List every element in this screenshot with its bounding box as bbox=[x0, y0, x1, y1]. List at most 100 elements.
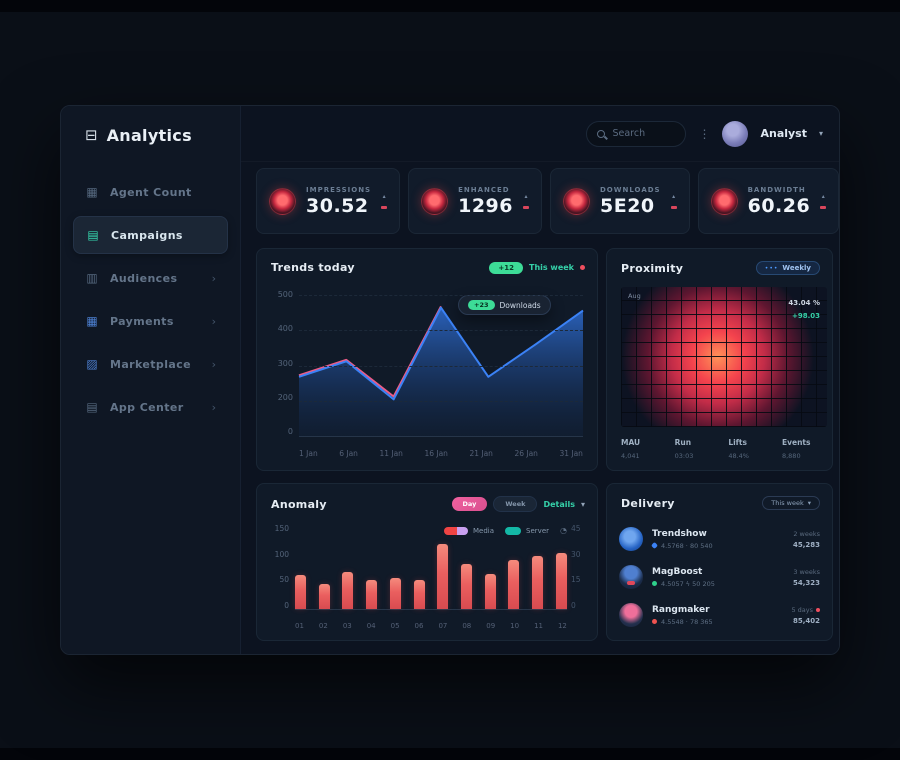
stat-cards-row: Impressions 30.52 ▴ Enhanced 1296 bbox=[256, 168, 839, 234]
bar bbox=[555, 553, 567, 609]
avatar bbox=[619, 603, 643, 627]
kebab-menu-icon[interactable]: ⋮ bbox=[698, 126, 711, 141]
x-tick-label: 21 Jan bbox=[469, 449, 493, 458]
store-icon: ▨ bbox=[86, 357, 98, 371]
card-title: Trends today bbox=[271, 261, 355, 274]
app-window: ⊟ Analytics ▦ Agent Count ▤ Campaigns ▥ … bbox=[60, 105, 840, 655]
stat-value: 5E20 bbox=[600, 195, 655, 217]
footer-stat-value: 03:03 bbox=[674, 452, 694, 460]
shield-icon bbox=[650, 541, 659, 550]
list-item[interactable]: Rangmaker 4.5548 · 78 365 5 days 8 bbox=[619, 603, 820, 627]
bar bbox=[318, 584, 330, 609]
sidebar: ⊟ Analytics ▦ Agent Count ▤ Campaigns ▥ … bbox=[61, 106, 241, 654]
sidebar-item-app-center[interactable]: ▤ App Center › bbox=[73, 388, 228, 426]
bar-chart-card: Anomaly Day Week Details ▾ Media bbox=[256, 483, 598, 641]
avatar[interactable] bbox=[722, 120, 749, 147]
chevron-right-icon: › bbox=[211, 357, 216, 371]
x-tick-label: 31 Jan bbox=[559, 449, 583, 458]
sidebar-item-audiences[interactable]: ▥ Audiences › bbox=[73, 259, 228, 297]
legend-label: Media bbox=[473, 526, 495, 535]
x-axis-labels: 01 02 03 04 05 06 07 08 09 10 11 12 bbox=[295, 622, 567, 630]
app-logo-icon: ⊟ bbox=[85, 126, 98, 144]
period-pill[interactable]: This week ▾ bbox=[762, 496, 820, 510]
chart-legend: Media Server ◔ bbox=[444, 526, 567, 535]
trend-indicator: ▴ bbox=[381, 193, 388, 209]
footer-stat-value: 4,041 bbox=[621, 452, 640, 460]
item-value: 54,323 bbox=[792, 578, 820, 587]
legend-item-media: Media bbox=[444, 526, 495, 535]
y-tick-label: 150 bbox=[274, 524, 289, 533]
arrow-up-icon: ▴ bbox=[524, 193, 528, 200]
trend-chart-card: Trends today +12 This week 500 400 300 200 0 bbox=[256, 248, 598, 471]
x-tick-label: 02 bbox=[318, 622, 328, 630]
user-name: Analyst bbox=[760, 127, 807, 140]
day-toggle-button[interactable]: Day bbox=[451, 497, 488, 511]
gridline bbox=[299, 330, 583, 332]
y-tick-label: 0 bbox=[287, 427, 293, 436]
stat-card-bandwidth[interactable]: Bandwidth 60.26 ▴ bbox=[697, 168, 839, 234]
bar bbox=[532, 555, 544, 609]
y-tick-label: 0 bbox=[284, 600, 289, 610]
search-input[interactable] bbox=[612, 128, 673, 139]
x-tick-label: 6 Jan bbox=[339, 449, 358, 458]
sidebar-item-agent-count[interactable]: ▦ Agent Count bbox=[73, 173, 228, 211]
y-axis-labels-right: 45 30 15 0 bbox=[571, 524, 591, 610]
chevron-down-icon: ▾ bbox=[807, 499, 811, 507]
sidebar-item-marketplace[interactable]: ▨ Marketplace › bbox=[73, 345, 228, 383]
item-name: Trendshow bbox=[652, 528, 707, 539]
stat-card-downloads[interactable]: Downloads 5E20 ▴ bbox=[550, 168, 690, 234]
red-tick-icon bbox=[381, 206, 388, 209]
clock-icon: ◔ bbox=[560, 526, 567, 535]
heatmap-stats: 43.04 % +98.03 bbox=[788, 299, 820, 320]
apps-icon: ▤ bbox=[86, 400, 98, 414]
sidebar-item-label: App Center bbox=[110, 400, 184, 414]
period-pill[interactable]: ••• Weekly bbox=[755, 261, 820, 275]
x-tick-label: 11 bbox=[534, 622, 543, 630]
y-tick-label: 100 bbox=[274, 549, 289, 559]
sidebar-item-label: Payments bbox=[110, 314, 174, 328]
legend-swatch-red bbox=[444, 526, 469, 535]
bar bbox=[508, 560, 520, 609]
bar bbox=[484, 573, 496, 609]
y-tick-label: 50 bbox=[279, 575, 289, 585]
layers-icon: ▤ bbox=[87, 228, 99, 242]
stat-card-enhanced[interactable]: Enhanced 1296 ▴ bbox=[408, 168, 542, 234]
list-item[interactable]: MagBoost 4.5057 ϟ 50 205 3 weeks 54,323 bbox=[619, 565, 820, 589]
status-dot-icon bbox=[652, 619, 657, 624]
y-tick-label: 45 bbox=[571, 524, 581, 533]
chevron-right-icon: › bbox=[211, 314, 216, 328]
trend-indicator: ▴ bbox=[820, 193, 827, 209]
arrow-up-icon: ▴ bbox=[672, 193, 676, 200]
sidebar-item-label: Audiences bbox=[110, 271, 178, 285]
list-item[interactable]: Trendshow 4.5768 · 80 540 2 weeks 45,283 bbox=[619, 527, 820, 551]
table-icon: ▥ bbox=[86, 271, 98, 285]
sidebar-item-campaigns[interactable]: ▤ Campaigns bbox=[73, 216, 228, 254]
x-tick-label: 01 bbox=[295, 622, 304, 630]
footer-stat-label: Run bbox=[674, 438, 692, 447]
week-toggle-button[interactable]: Week bbox=[493, 496, 538, 512]
brand-row: ⊟ Analytics bbox=[61, 106, 240, 159]
red-orb-icon bbox=[563, 187, 590, 215]
legend-swatch-teal bbox=[505, 526, 522, 535]
y-tick-label: 15 bbox=[571, 575, 581, 585]
details-link[interactable]: Details bbox=[543, 499, 575, 509]
sidebar-item-payments[interactable]: ▦ Payments › bbox=[73, 302, 228, 340]
growth-badge[interactable]: +12 bbox=[489, 261, 523, 274]
chevron-down-icon[interactable]: ▾ bbox=[818, 129, 823, 138]
item-meta: 5 days bbox=[791, 606, 820, 614]
wallet-icon: ▦ bbox=[86, 314, 98, 328]
period-pill-label: Weekly bbox=[782, 264, 811, 272]
heatmap-stat-secondary: +98.03 bbox=[791, 312, 820, 320]
bar-chart-plot bbox=[295, 524, 567, 610]
footer-stat: Events 8,880 bbox=[782, 438, 822, 460]
area-chart-svg bbox=[299, 295, 583, 436]
heatmap-grid: Aug 43.04 % +98.03 bbox=[621, 287, 827, 427]
footer-stat: Lifts 48.4% bbox=[728, 438, 768, 460]
stat-label: Impressions bbox=[306, 186, 372, 194]
stat-card-impressions[interactable]: Impressions 30.52 ▴ bbox=[256, 168, 401, 234]
search-box[interactable] bbox=[586, 120, 687, 147]
x-tick-label: 10 bbox=[510, 622, 520, 630]
bar bbox=[366, 579, 378, 609]
gridline bbox=[299, 295, 583, 296]
